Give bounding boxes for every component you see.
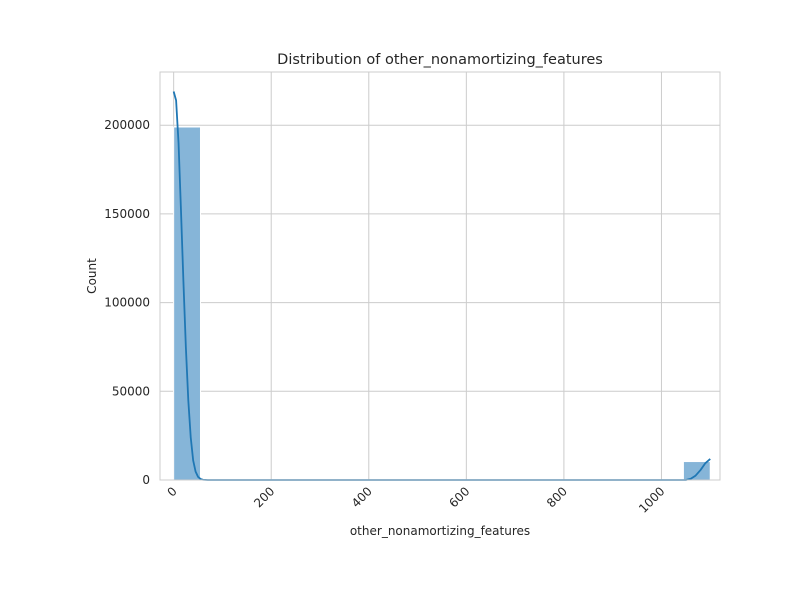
plot-area [160, 72, 720, 480]
grid-lines [160, 72, 720, 481]
histogram-bars [173, 126, 711, 481]
y-tick-label: 0 [142, 473, 150, 487]
y-tick-label: 100000 [104, 296, 150, 310]
y-tick-label: 150000 [104, 207, 150, 221]
x-axis-label: other_nonamortizing_features [350, 524, 530, 538]
kde-curve-group [172, 91, 711, 481]
histogram-bar [682, 461, 711, 481]
plot-frame [159, 71, 721, 481]
histogram-bar [173, 126, 201, 481]
chart-title: Distribution of other_nonamortizing_feat… [277, 52, 603, 68]
y-tick-label: 200000 [104, 118, 150, 132]
y-tick-labels: 0 50000 100000 150000 200000 [104, 118, 150, 487]
kde-curve [172, 91, 711, 481]
y-tick-label: 50000 [112, 384, 150, 398]
y-axis-label: Count [85, 258, 99, 294]
